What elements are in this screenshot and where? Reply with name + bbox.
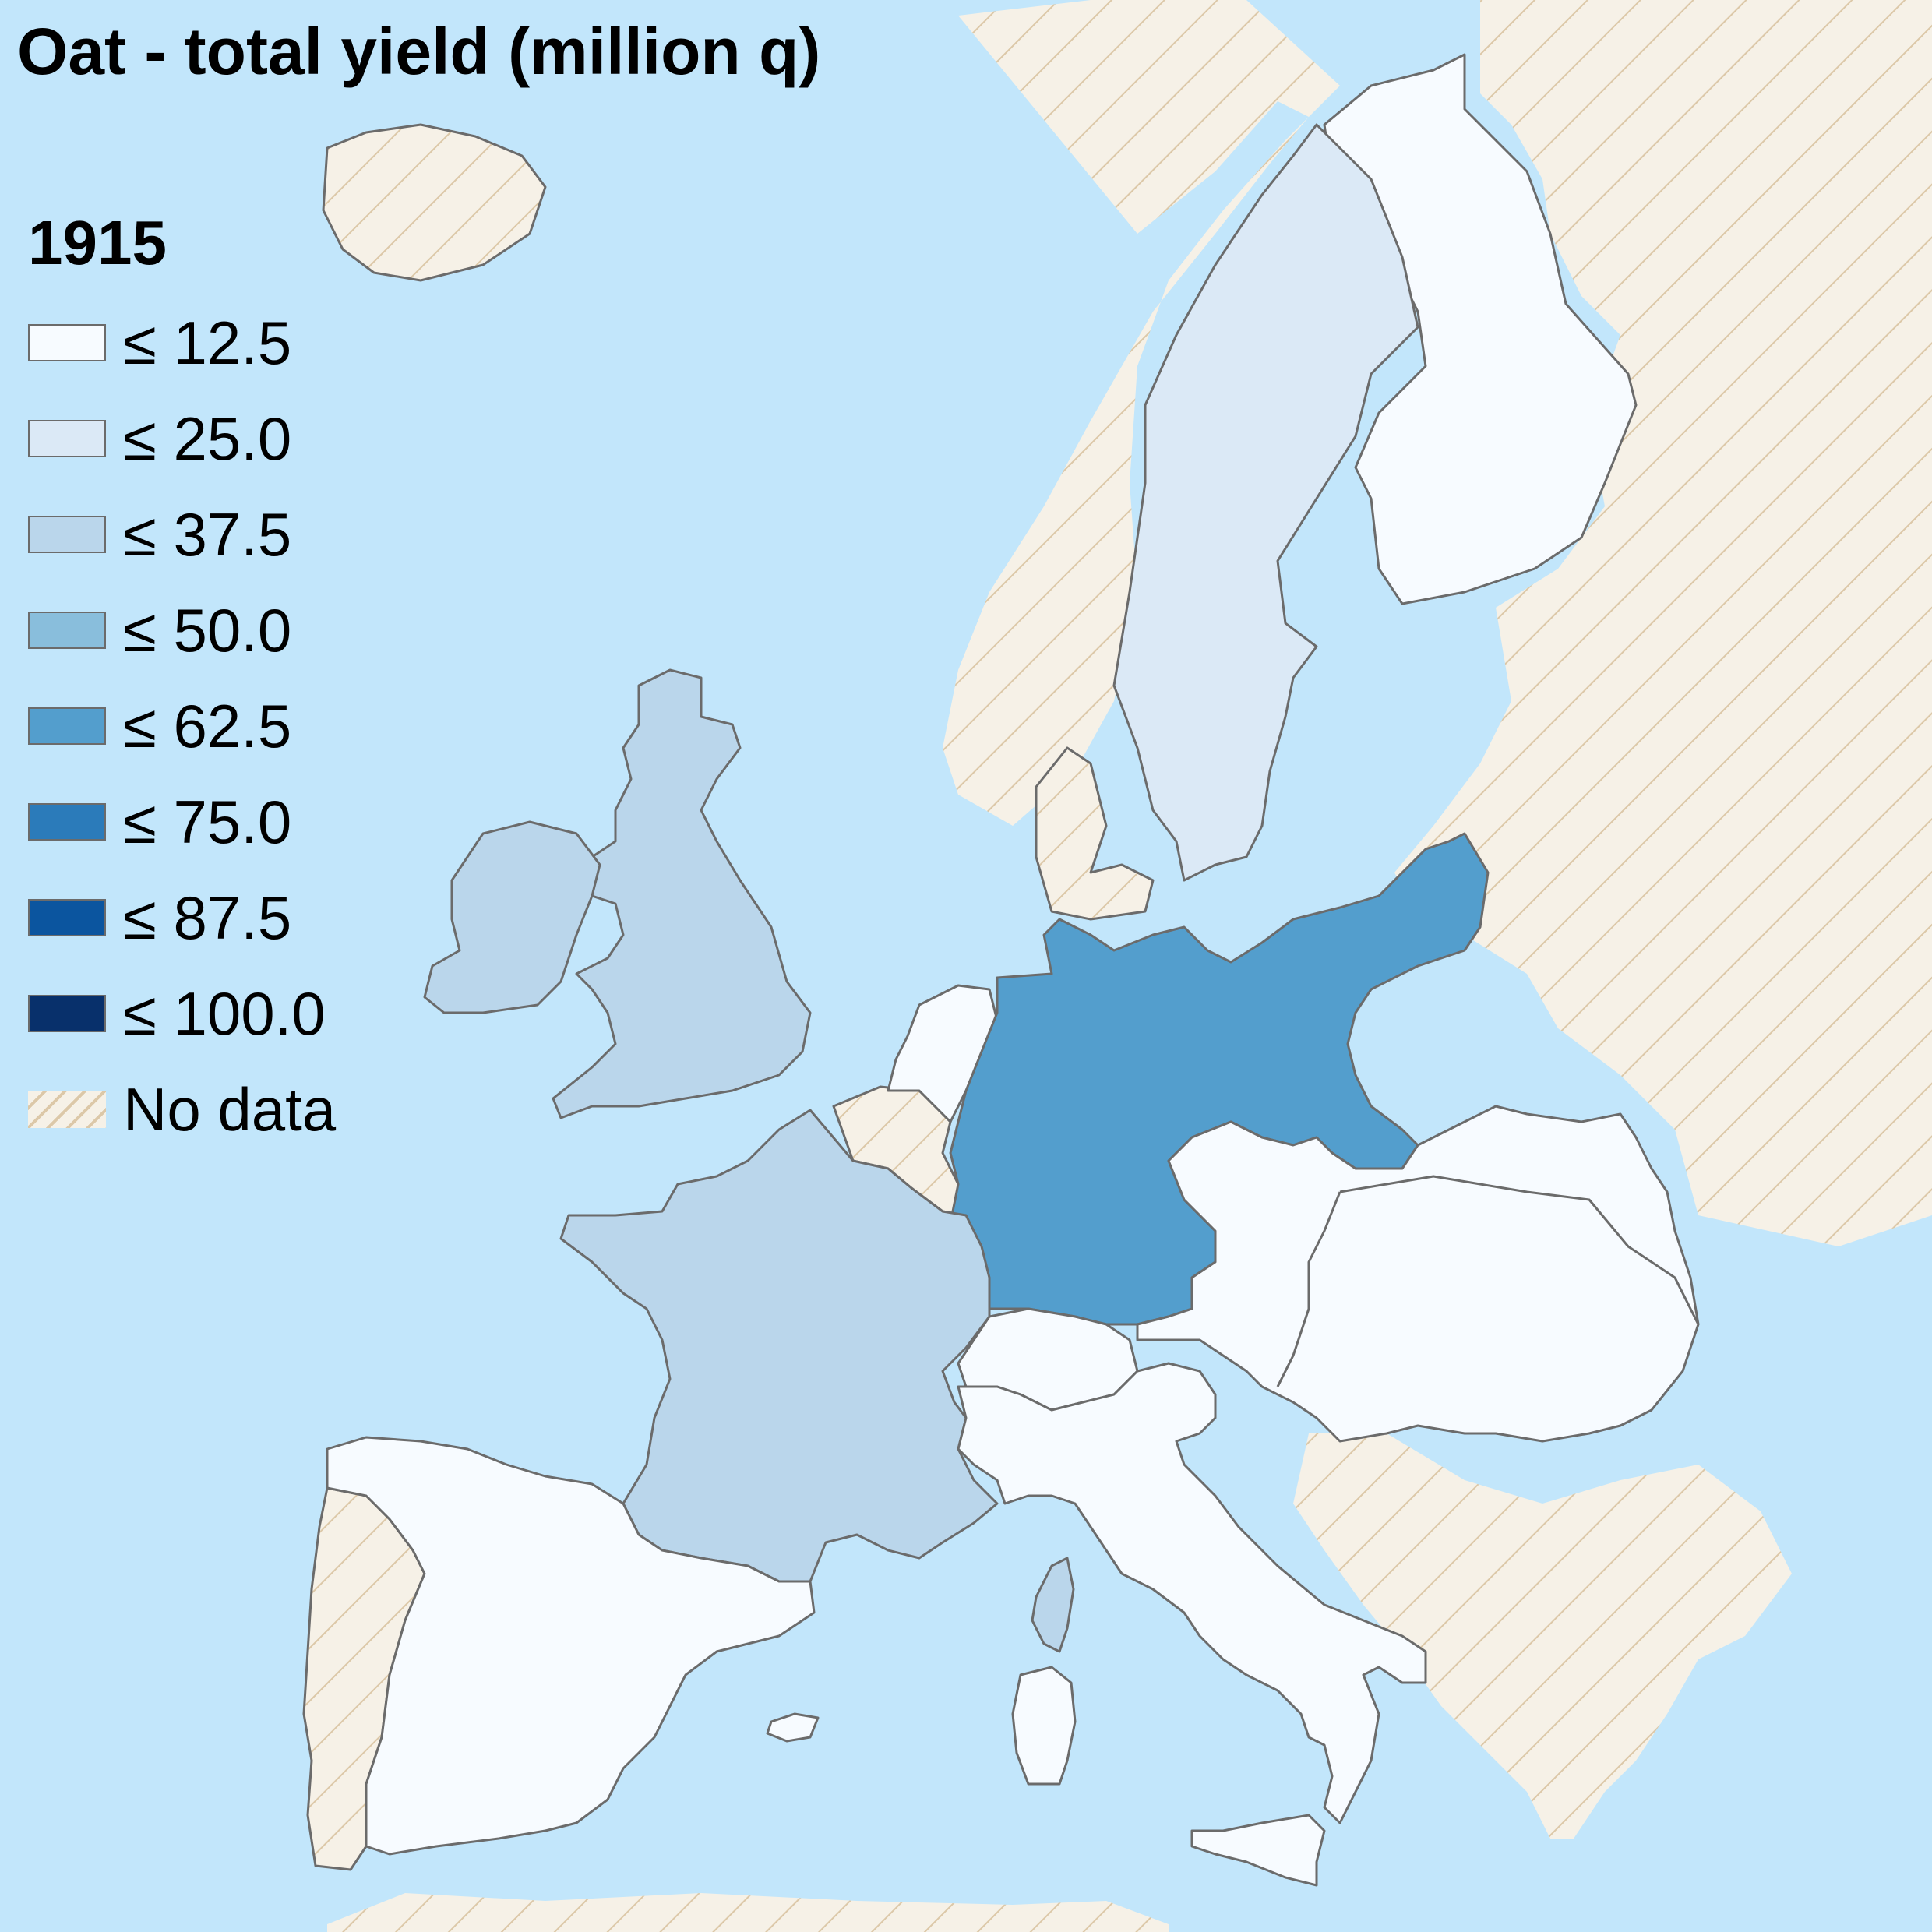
region-ireland[interactable] — [423, 820, 601, 1014]
region-sweden[interactable] — [1112, 123, 1419, 882]
legend-item: ≤ 50.0 — [28, 582, 336, 678]
map-title: Oat - total yield (million q) — [17, 15, 821, 88]
region-spain[interactable] — [326, 1436, 816, 1856]
legend-swatch — [28, 994, 106, 1032]
legend-swatch — [28, 419, 106, 457]
legend-swatch-no-data — [28, 1090, 106, 1128]
legend-swatch — [28, 802, 106, 841]
region-denmark[interactable] — [1035, 746, 1155, 921]
region-finland[interactable] — [1323, 53, 1638, 605]
legend-item: ≤ 25.0 — [28, 390, 336, 486]
legend-item: ≤ 37.5 — [28, 486, 336, 582]
legend-swatch — [28, 707, 106, 745]
legend-item: ≤ 100.0 — [28, 965, 336, 1061]
region-balearics[interactable] — [766, 1712, 820, 1743]
region-sardinia[interactable] — [1011, 1666, 1077, 1786]
legend-label: ≤ 100.0 — [123, 978, 326, 1048]
legend-label: ≤ 50.0 — [123, 595, 292, 665]
legend-item: ≤ 12.5 — [28, 294, 336, 390]
legend-label: ≤ 25.0 — [123, 404, 292, 473]
region-sicily[interactable] — [1190, 1814, 1326, 1887]
legend-item: No data — [28, 1061, 336, 1157]
legend-item: ≤ 75.0 — [28, 774, 336, 869]
legend-item: ≤ 62.5 — [28, 678, 336, 774]
legend-label: ≤ 75.0 — [123, 787, 292, 856]
region-italy[interactable] — [957, 1362, 1427, 1824]
region-russia[interactable] — [1394, 0, 1932, 1246]
legend-swatch — [28, 611, 106, 649]
legend-swatch — [28, 515, 106, 553]
legend-label: No data — [123, 1074, 337, 1144]
legend-swatch — [28, 898, 106, 936]
region-austria-hungary[interactable] — [1136, 1105, 1700, 1443]
legend-label: ≤ 12.5 — [123, 308, 292, 377]
region-corsica[interactable] — [1031, 1557, 1075, 1653]
legend-label: ≤ 87.5 — [123, 883, 292, 952]
legend-label: ≤ 62.5 — [123, 691, 292, 760]
legend-label: ≤ 37.5 — [123, 499, 292, 569]
region-north-africa[interactable] — [327, 1893, 1169, 1932]
legend-item: ≤ 87.5 — [28, 869, 336, 965]
region-iceland[interactable] — [322, 123, 547, 282]
legend-swatch — [28, 323, 106, 361]
legend: 1915 ≤ 12.5 ≤ 25.0 ≤ 37.5 ≤ 50.0 ≤ 62.5 … — [28, 209, 336, 1157]
region-hungary-inner — [1276, 1175, 1700, 1387]
region-netherlands[interactable] — [887, 984, 999, 1123]
region-norway[interactable] — [943, 0, 1340, 826]
region-balkans[interactable] — [1293, 1433, 1792, 1839]
legend-year: 1915 — [28, 208, 167, 277]
